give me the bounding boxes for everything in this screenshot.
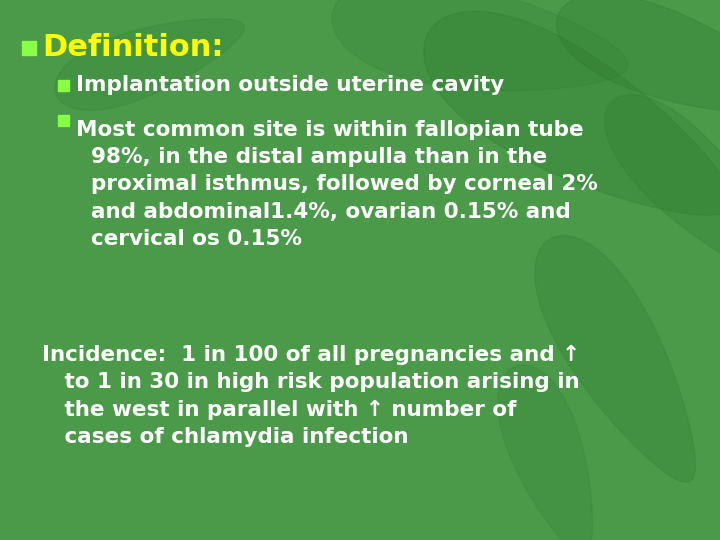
Bar: [58, 79, 69, 91]
Text: Most common site is within fallopian tube
  98%, in the distal ampulla than in t: Most common site is within fallopian tub…: [76, 120, 598, 249]
Bar: [58, 114, 69, 125]
Text: Definition:: Definition:: [42, 33, 223, 63]
Polygon shape: [557, 0, 720, 114]
Text: Incidence:  1 in 100 of all pregnancies and ↑
   to 1 in 30 in high risk populat: Incidence: 1 in 100 of all pregnancies a…: [42, 345, 580, 447]
Polygon shape: [423, 11, 720, 215]
Polygon shape: [332, 0, 628, 91]
Text: Implantation outside uterine cavity: Implantation outside uterine cavity: [76, 75, 504, 95]
Bar: [22, 41, 36, 55]
Polygon shape: [55, 19, 244, 110]
Polygon shape: [605, 94, 720, 281]
Polygon shape: [498, 364, 593, 540]
Polygon shape: [535, 235, 696, 482]
